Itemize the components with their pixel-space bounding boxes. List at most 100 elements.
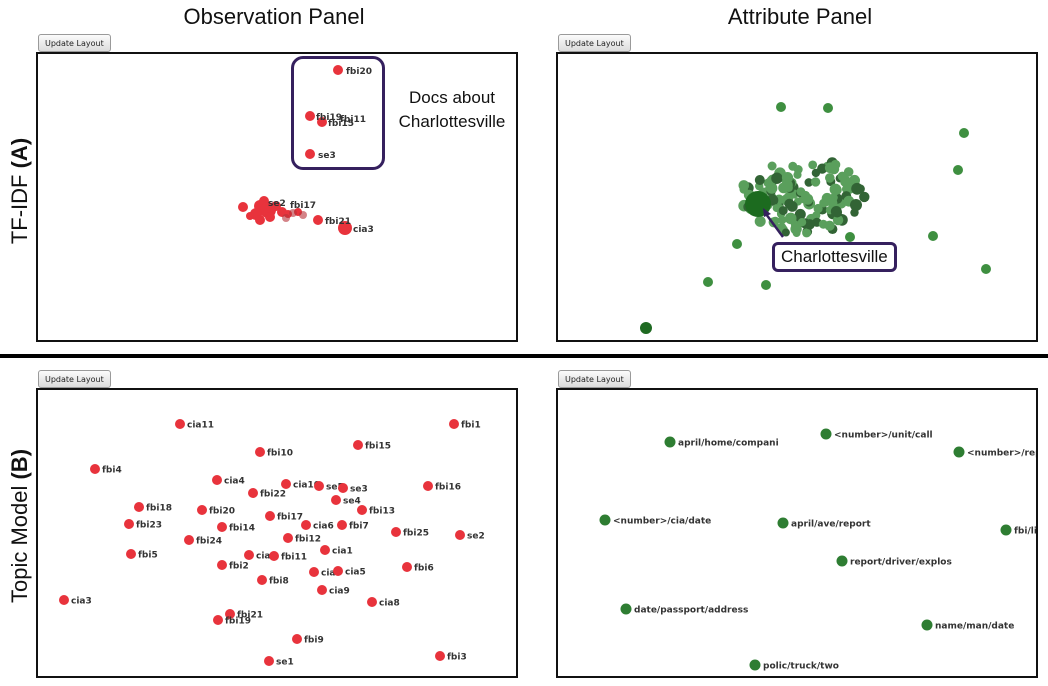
node-cia10[interactable] — [281, 479, 291, 489]
node-fbi7[interactable] — [337, 520, 347, 530]
update-layout-button-observation-topic[interactable]: Update Layout — [38, 370, 111, 388]
attribute-graph-tfidf[interactable] — [558, 54, 1036, 340]
label-fbi24: fbi24 — [196, 537, 222, 547]
node-cia8[interactable] — [367, 597, 377, 607]
node-fbi2[interactable] — [217, 560, 227, 570]
node-se4[interactable] — [331, 495, 341, 505]
attr-label-4: april/ave/report — [791, 520, 871, 530]
attr-node-1[interactable] — [820, 428, 832, 440]
node-fbi9[interactable] — [292, 634, 302, 644]
label-fbi16: fbi16 — [435, 483, 461, 493]
label-cia7: cia7 — [321, 569, 342, 579]
label-se1: se1 — [276, 658, 294, 668]
node-se3[interactable] — [305, 149, 315, 159]
attr-node-9[interactable] — [749, 659, 761, 671]
node-fbi13[interactable] — [357, 505, 367, 515]
label-fbi21: fbi21 — [237, 611, 263, 621]
node-se2[interactable] — [455, 530, 465, 540]
node-fbi15[interactable] — [317, 117, 327, 127]
attribute-graph-topic[interactable]: april/home/compani <number>/unit/call <num… — [558, 390, 1036, 676]
node-fbi25[interactable] — [391, 527, 401, 537]
attr-label-0: april/home/compani — [678, 439, 779, 449]
node-se5[interactable] — [314, 481, 324, 491]
label-fbi20: fbi20 — [209, 507, 235, 517]
node-fbi1[interactable] — [449, 419, 459, 429]
node-fbi22[interactable] — [248, 488, 258, 498]
node-fbi24[interactable] — [184, 535, 194, 545]
attribute-panel-tfidf[interactable] — [556, 52, 1038, 342]
node-fbi8[interactable] — [257, 575, 267, 585]
node-fbi21[interactable] — [225, 609, 235, 619]
label-se2: se2 — [467, 532, 485, 542]
node-cia6[interactable] — [301, 520, 311, 530]
label-fbi10: fbi10 — [267, 449, 293, 459]
update-layout-button-attribute-topic[interactable]: Update Layout — [558, 370, 631, 388]
label-fbi15: fbi15 — [365, 442, 391, 452]
attr-label-6: report/driver/explos — [850, 558, 952, 568]
node-fbi21[interactable] — [313, 215, 323, 225]
node-fbi4[interactable] — [90, 464, 100, 474]
node-fbi12[interactable] — [283, 533, 293, 543]
label-se4: se4 — [343, 497, 361, 507]
row-label-tfidf: TF-IDF (A) — [7, 137, 32, 245]
attr-node-3[interactable] — [599, 514, 611, 526]
node-se1[interactable] — [264, 656, 274, 666]
node-cia5[interactable] — [333, 566, 343, 576]
label-cia4: cia4 — [224, 477, 245, 487]
charlottesville-label: Charlottesville — [772, 242, 897, 272]
label-fbi23: fbi23 — [136, 521, 162, 531]
update-layout-button-attribute-tfidf[interactable]: Update Layout — [558, 34, 631, 52]
node-fbi6[interactable] — [402, 562, 412, 572]
label-fbi18: fbi18 — [146, 504, 172, 514]
attr-node-8[interactable] — [921, 619, 933, 631]
node-cia1[interactable] — [320, 545, 330, 555]
label-fbi1: fbi1 — [461, 421, 481, 431]
attr-node-6[interactable] — [836, 555, 848, 567]
observation-panel-topic[interactable]: cia11 fbi1 fbi10 fbi15 fbi4 cia4 cia10 se5 se3 fb… — [36, 388, 518, 678]
label-cia1: cia1 — [332, 547, 353, 557]
node-fbi20[interactable] — [197, 505, 207, 515]
node-cia11[interactable] — [175, 419, 185, 429]
attr-node-0[interactable] — [664, 436, 676, 448]
node-fbi5[interactable] — [126, 549, 136, 559]
attr-node-5[interactable] — [1000, 524, 1012, 536]
label-cia8: cia8 — [379, 599, 400, 609]
node-fbi18[interactable] — [134, 502, 144, 512]
attr-label-5: fbi/li — [1014, 527, 1036, 537]
docs-annotation: Docs about Charlottesville — [398, 88, 506, 131]
node-fbi3[interactable] — [435, 651, 445, 661]
node-fbi19[interactable] — [305, 111, 315, 121]
node-fbi20[interactable] — [333, 65, 343, 75]
attr-label-7: date/passport/address — [634, 606, 748, 616]
attr-node-7[interactable] — [620, 603, 632, 615]
node-fbi23[interactable] — [124, 519, 134, 529]
node-fbi16[interactable] — [423, 481, 433, 491]
node-fbi10[interactable] — [255, 447, 265, 457]
observation-graph-tfidf[interactable]: fbi20 fbi19 fbi11 fbi15 se3 se2 fbi17 fb… — [38, 54, 516, 340]
label-fbi11: fbi11 — [340, 115, 366, 125]
node-fbi17[interactable] — [265, 511, 275, 521]
node-se3[interactable] — [338, 483, 348, 493]
node-fbi11[interactable] — [269, 551, 279, 561]
node-fbi14[interactable] — [217, 522, 227, 532]
node-cia2[interactable] — [244, 550, 254, 560]
attribute-panel-topic[interactable]: april/home/compani <number>/unit/call <num… — [556, 388, 1038, 678]
attr-label-2: <number>/rep — [967, 449, 1036, 459]
node-fbi15[interactable] — [353, 440, 363, 450]
observation-panel-tfidf[interactable]: fbi20 fbi19 fbi11 fbi15 se3 se2 fbi17 fb… — [36, 52, 518, 342]
node-cia9[interactable] — [317, 585, 327, 595]
attr-label-9: polic/truck/two — [763, 662, 839, 672]
label-fbi2: fbi2 — [229, 562, 249, 572]
attr-node-2[interactable] — [953, 446, 965, 458]
label-se3: se3 — [350, 485, 368, 495]
node-cia4[interactable] — [212, 475, 222, 485]
observation-graph-topic[interactable]: cia11 fbi1 fbi10 fbi15 fbi4 cia4 cia10 se5 se3 fb… — [38, 390, 516, 676]
node-cia3[interactable] — [338, 221, 352, 235]
label-fbi17: fbi17 — [290, 201, 316, 211]
label-fbi25: fbi25 — [403, 529, 429, 539]
node-cia3[interactable] — [59, 595, 69, 605]
attr-node-4[interactable] — [777, 517, 789, 529]
node-fbi19[interactable] — [213, 615, 223, 625]
update-layout-button-observation-tfidf[interactable]: Update Layout — [38, 34, 111, 52]
node-cia7[interactable] — [309, 567, 319, 577]
